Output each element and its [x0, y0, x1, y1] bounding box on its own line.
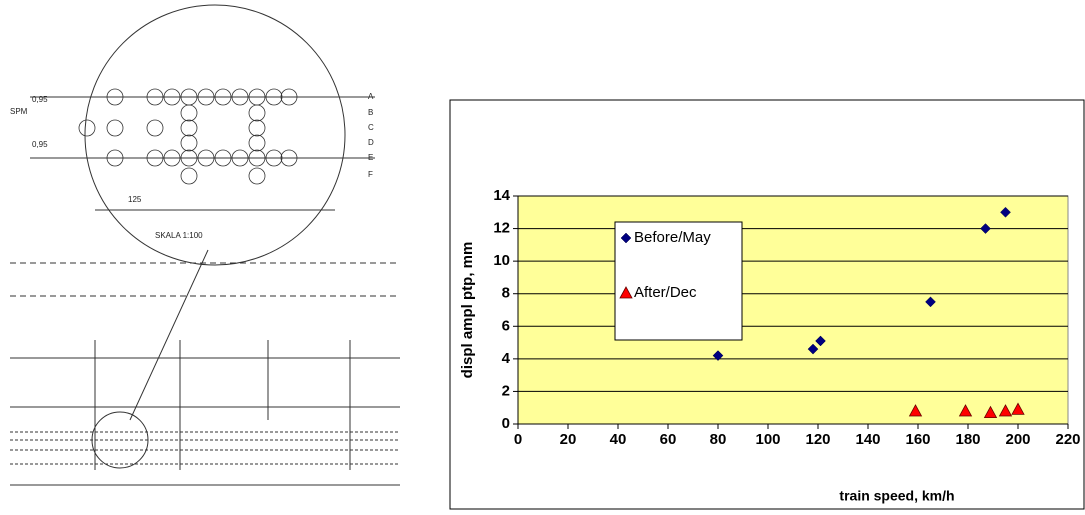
drawing-label: 0,95 [32, 140, 48, 149]
technical-drawing [10, 5, 400, 485]
page: {"drawing": {"labels": ["SPM", "0,95", "… [0, 0, 1085, 515]
x-tick-label: 120 [805, 431, 830, 448]
x-tick-label: 80 [710, 431, 727, 448]
drawing-label: 0,95 [32, 95, 48, 104]
y-tick-label: 8 [502, 285, 510, 302]
legend: Before/May After/Dec [615, 222, 742, 340]
drawing-labels: SPM 0,95 0,95 125 SKALA 1:100 A B C D E … [10, 92, 374, 240]
x-tick-label: 100 [755, 431, 780, 448]
x-tick-label: 160 [905, 431, 930, 448]
drawing-label: SPM [10, 107, 28, 116]
y-tick-label: 2 [502, 382, 510, 399]
drawing-label: D [368, 138, 374, 147]
x-tick-label: 20 [560, 431, 577, 448]
x-tick-label: 180 [955, 431, 980, 448]
drawing-label: A [368, 92, 374, 101]
y-tick-label: 12 [493, 220, 510, 237]
x-tick-label: 40 [610, 431, 627, 448]
x-tick-label: 200 [1005, 431, 1030, 448]
y-tick-label: 4 [502, 350, 511, 367]
drawing-label: F [368, 170, 373, 179]
drawing-label: E [368, 153, 373, 162]
figure: SPM 0,95 0,95 125 SKALA 1:100 A B C D E … [0, 0, 1085, 510]
x-tick-label: 220 [1055, 431, 1080, 448]
y-tick-label: 0 [502, 415, 510, 432]
legend-label: Before/May [634, 229, 711, 246]
drawing-label: C [368, 123, 374, 132]
x-axis-title: train speed, km/h [839, 488, 954, 504]
drawing-label: 125 [128, 195, 142, 204]
y-axis-title: displ ampl ptp, mm [459, 242, 476, 379]
legend-label: After/Dec [634, 284, 697, 301]
y-tick-label: 10 [493, 252, 510, 269]
x-tick-label: 140 [855, 431, 880, 448]
x-tick-label: 0 [514, 431, 522, 448]
y-tick-label: 14 [493, 187, 510, 204]
x-tick-label: 60 [660, 431, 677, 448]
drawing-label: SKALA 1:100 [155, 231, 203, 240]
drawing-label: B [368, 108, 373, 117]
y-tick-label: 6 [502, 317, 510, 334]
